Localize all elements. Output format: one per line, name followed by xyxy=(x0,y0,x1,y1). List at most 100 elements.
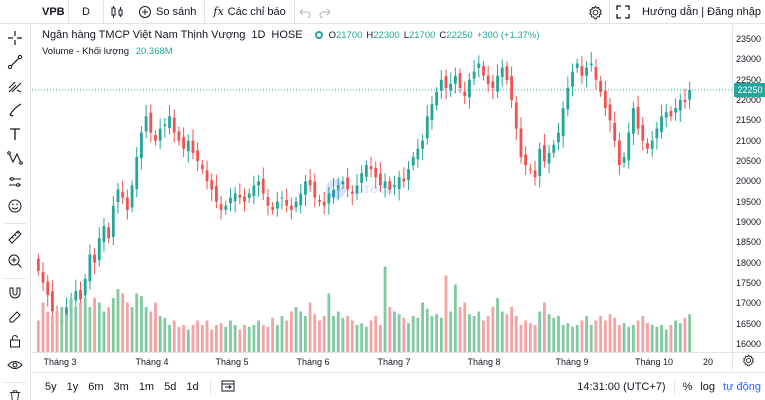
compare-button[interactable]: So sánh xyxy=(130,0,204,24)
volume-bar xyxy=(285,320,289,352)
range-button-1d[interactable]: 1d xyxy=(186,380,199,393)
icon-tool[interactable] xyxy=(3,196,27,218)
range-button-5y[interactable]: 5y xyxy=(45,380,57,393)
undo-button[interactable] xyxy=(295,0,315,24)
candle-body xyxy=(219,204,223,210)
high-key: H xyxy=(366,29,374,41)
volume-bar xyxy=(444,275,448,352)
ruler-tool[interactable] xyxy=(3,227,27,249)
indicators-button[interactable]: fx Các chỉ báo xyxy=(205,0,293,24)
volume-bar xyxy=(655,326,659,352)
brush-tool[interactable] xyxy=(3,100,27,122)
timezone-button[interactable]: 14:31:00 (UTC+7) xyxy=(577,381,666,393)
help-login-link[interactable]: Hướng dẫn | Đăng nhập xyxy=(636,0,765,24)
range-buttons: 5y 1y 6m 3m 1m 5d 1d xyxy=(32,381,204,393)
volume-bar xyxy=(510,307,514,352)
volume-bar xyxy=(463,302,467,352)
candle-body xyxy=(514,102,518,129)
delete-tool[interactable] xyxy=(3,386,27,400)
volume-bar xyxy=(182,325,186,352)
high-value: 22300 xyxy=(373,29,400,41)
pitchfork-icon xyxy=(7,78,23,97)
undo-icon xyxy=(299,6,311,18)
range-button-6m[interactable]: 6m xyxy=(88,380,104,393)
volume-bar xyxy=(313,314,317,352)
measure-tool[interactable] xyxy=(3,172,27,194)
volume-bar xyxy=(238,329,242,352)
price-tick-label: 23500 xyxy=(735,34,761,45)
time-axis-settings-button[interactable] xyxy=(742,354,758,370)
symbol-search[interactable]: VPB xyxy=(42,5,65,18)
range-button-3m[interactable]: 3m xyxy=(113,380,129,393)
goto-date-button[interactable] xyxy=(217,379,239,395)
trendline-tool[interactable] xyxy=(3,52,27,74)
candle-body xyxy=(393,185,396,188)
pitchfork-tool[interactable] xyxy=(3,76,27,98)
candle-body xyxy=(575,63,579,68)
price-axis[interactable]: 23500 23000 22500 22000 21500 21000 20500 20000… xyxy=(732,25,765,370)
gear-icon xyxy=(588,5,603,20)
range-button-1y[interactable]: 1y xyxy=(66,380,79,393)
price-chart[interactable] xyxy=(32,25,732,370)
candle-body xyxy=(378,173,382,186)
volume-bar xyxy=(36,320,40,352)
volume-bar xyxy=(294,307,298,352)
candle-body xyxy=(79,289,82,300)
candle-body xyxy=(50,291,54,312)
range-button-1m[interactable]: 1m xyxy=(138,380,155,393)
price-tick-label: 17500 xyxy=(735,277,761,288)
crosshair-tool[interactable] xyxy=(3,28,27,50)
candle-body xyxy=(533,170,537,178)
candle-body xyxy=(158,128,162,141)
volume-bar xyxy=(177,326,181,352)
auto-scale-toggle[interactable]: tự động xyxy=(723,381,761,393)
time-axis[interactable]: Tháng 3 Tháng 4 Tháng 5 Tháng 6 Tháng 7 Tháng… xyxy=(32,352,765,370)
volume-bar xyxy=(116,289,120,352)
smiley-icon xyxy=(7,198,23,217)
candle-body xyxy=(247,193,251,199)
percent-toggle[interactable]: % xyxy=(682,381,693,393)
volume-bar xyxy=(261,325,265,352)
volume-bar xyxy=(608,314,612,352)
text-tool[interactable] xyxy=(3,124,27,146)
volume-bar xyxy=(144,307,148,352)
volume-value: 20.368M xyxy=(135,46,173,57)
candle-body xyxy=(65,307,68,318)
top-toolbar: VPB D So sánh fx Các chỉ báo xyxy=(0,0,765,24)
candles-icon xyxy=(110,5,124,19)
low-key: L xyxy=(403,29,409,41)
candle-body xyxy=(93,254,96,263)
log-toggle[interactable]: log xyxy=(700,381,716,393)
volume-bar xyxy=(102,311,106,352)
volume-label: Volume - Khối lượng xyxy=(42,46,130,57)
candle-body xyxy=(589,63,593,66)
volume-bar xyxy=(603,320,607,352)
lock-tool[interactable] xyxy=(3,331,27,353)
candle-body xyxy=(678,100,682,111)
redo-button[interactable] xyxy=(315,0,335,24)
zoom-tool[interactable] xyxy=(3,251,27,273)
candle-body xyxy=(613,122,617,141)
fullscreen-button[interactable] xyxy=(610,0,636,24)
pattern-tool[interactable] xyxy=(3,148,27,170)
candle-body xyxy=(271,206,275,210)
volume-bar xyxy=(557,316,560,352)
candle-body xyxy=(313,181,317,198)
volume-bar xyxy=(411,316,415,352)
close-value: 22250 xyxy=(446,29,473,41)
range-button-5d[interactable]: 5d xyxy=(164,380,177,393)
visibility-tool[interactable] xyxy=(3,355,27,377)
volume-bar xyxy=(660,325,663,352)
interval-button[interactable]: D xyxy=(69,0,103,24)
volume-bar xyxy=(496,298,499,352)
stay-drawing-tool[interactable] xyxy=(3,307,27,329)
volume-bar xyxy=(125,302,129,352)
magnet-tool[interactable] xyxy=(3,283,27,305)
volume-bar xyxy=(571,326,574,352)
chart-style-button[interactable] xyxy=(104,0,130,24)
time-tick-label: Tháng 6 xyxy=(296,357,330,367)
settings-button[interactable] xyxy=(582,0,609,24)
candle-body xyxy=(327,193,331,204)
volume-bar xyxy=(360,323,364,352)
fx-icon: fx xyxy=(213,4,224,18)
